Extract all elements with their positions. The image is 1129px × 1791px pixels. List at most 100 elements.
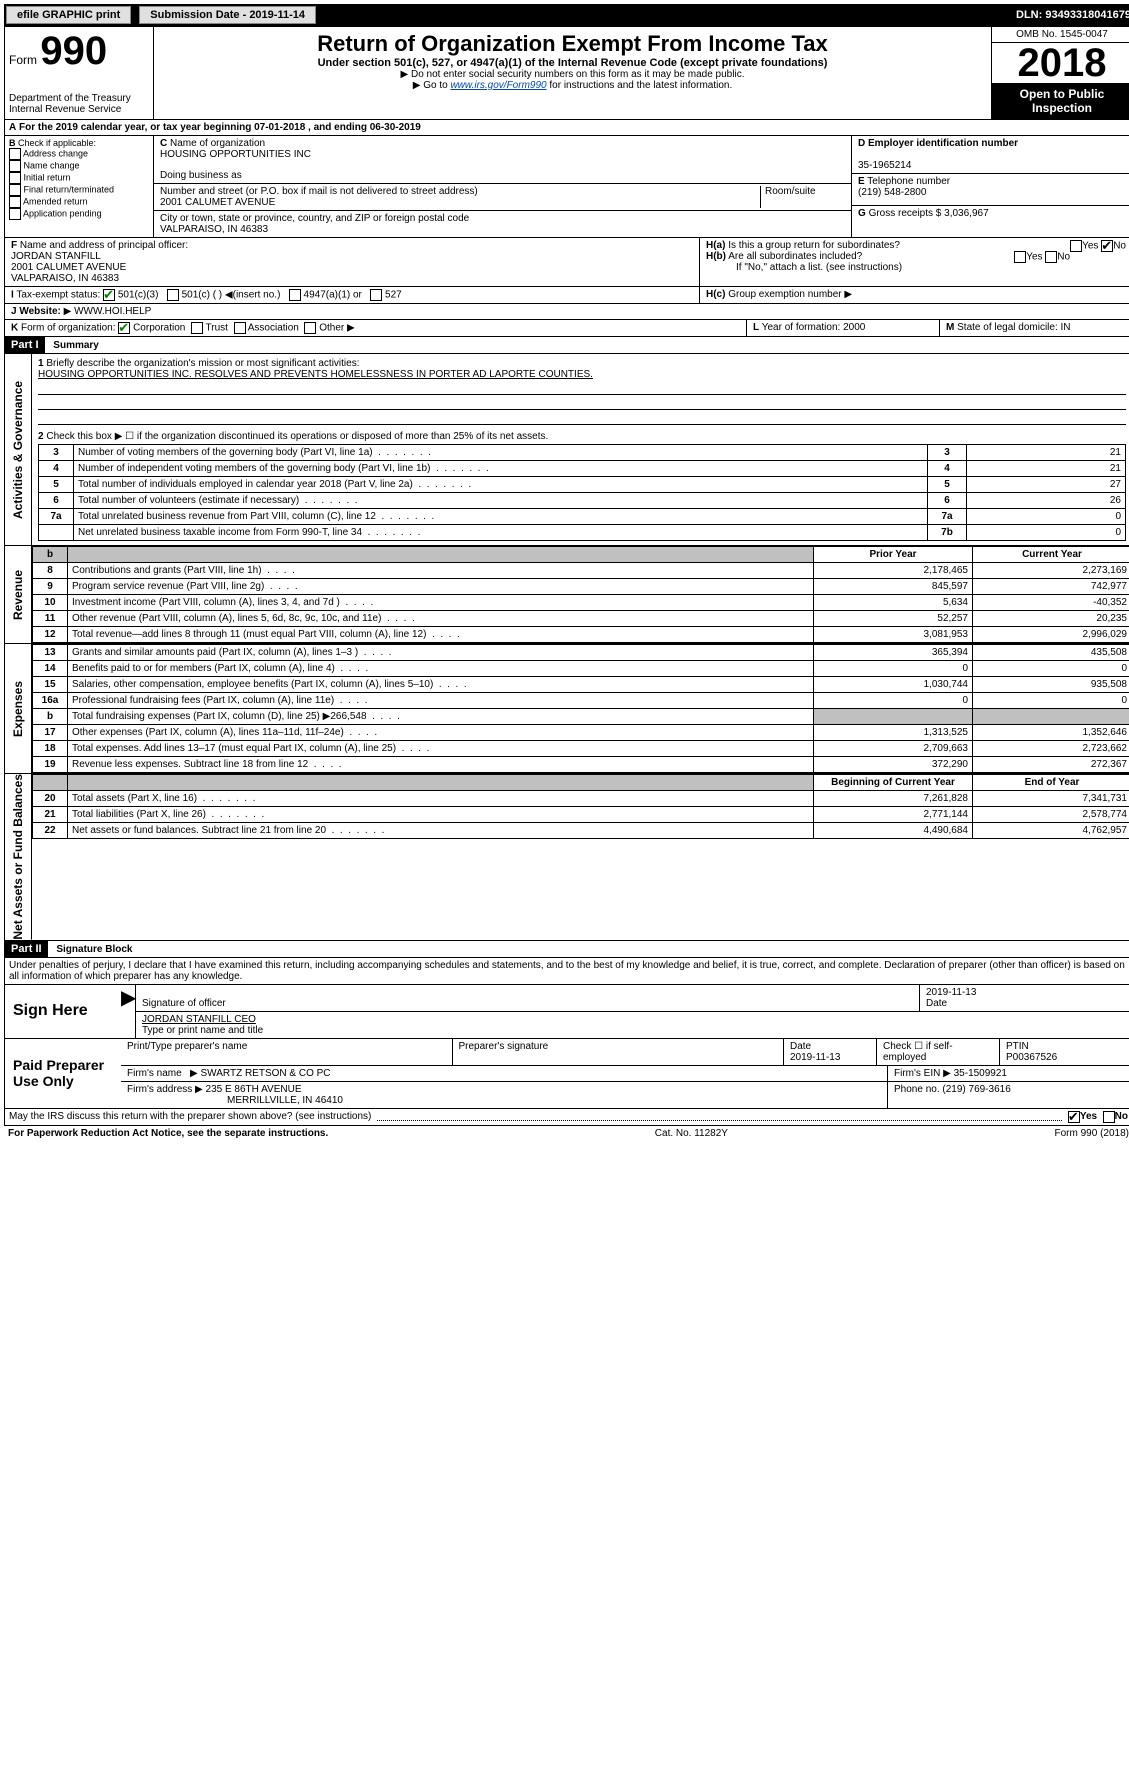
submission-button[interactable]: Submission Date - 2019-11-14 <box>139 6 316 24</box>
website-row: J Website: ▶ WWW.HOI.HELP <box>4 304 1129 320</box>
website-value[interactable]: WWW.HOI.HELP <box>74 306 151 317</box>
box-c: C Name of organization HOUSING OPPORTUNI… <box>154 136 851 237</box>
sig-date: 2019-11-13 <box>926 987 976 998</box>
ha-yes-checkbox[interactable] <box>1070 240 1082 252</box>
org-address: 2001 CALUMET AVENUE <box>160 197 275 208</box>
table-row: 6Total number of volunteers (estimate if… <box>39 493 1126 509</box>
dln-label: DLN: 93493318041679 <box>1016 9 1129 21</box>
corp-checkbox[interactable] <box>118 322 130 334</box>
state-domicile: IN <box>1061 322 1071 333</box>
name-change-checkbox[interactable] <box>9 160 21 172</box>
entity-block: B Check if applicable: Address change Na… <box>4 136 1129 238</box>
side-revenue: Revenue <box>5 546 32 643</box>
app-pending-checkbox[interactable] <box>9 208 21 220</box>
paid-preparer-label: Paid Preparer Use Only <box>5 1039 121 1108</box>
table-row: 5Total number of individuals employed in… <box>39 477 1126 493</box>
table-row: 16aProfessional fundraising fees (Part I… <box>33 693 1129 709</box>
sign-here-label: Sign Here <box>5 985 121 1038</box>
governance-section: Activities & Governance 1 Briefly descri… <box>4 354 1129 546</box>
form-org-row: K Form of organization: Corporation Trus… <box>4 320 1129 337</box>
side-net-assets: Net Assets or Fund Balances <box>5 774 32 940</box>
table-row: 18Total expenses. Add lines 13–17 (must … <box>33 741 1129 757</box>
instructions-link[interactable]: www.irs.gov/Form990 <box>450 80 546 91</box>
org-name: HOUSING OPPORTUNITIES INC <box>160 149 311 160</box>
declaration-text: Under penalties of perjury, I declare th… <box>4 958 1129 985</box>
527-checkbox[interactable] <box>370 289 382 301</box>
officer-group-row: F Name and address of principal officer:… <box>4 238 1129 287</box>
table-row: 4Number of independent voting members of… <box>39 461 1126 477</box>
side-governance: Activities & Governance <box>5 354 32 545</box>
mission-text: HOUSING OPPORTUNITIES INC. RESOLVES AND … <box>38 369 1126 380</box>
firm-address-2: MERRILLVILLE, IN 46410 <box>227 1095 343 1106</box>
table-row: 9Program service revenue (Part VIII, lin… <box>33 579 1129 595</box>
hb-no-checkbox[interactable] <box>1045 251 1057 263</box>
4947-checkbox[interactable] <box>289 289 301 301</box>
form-title: Return of Organization Exempt From Incom… <box>160 31 985 57</box>
table-row: 19Revenue less expenses. Subtract line 1… <box>33 757 1129 773</box>
hb-yes-checkbox[interactable] <box>1014 251 1026 263</box>
part-2-title: Signature Block <box>50 942 138 957</box>
tax-exempt-row: I Tax-exempt status: 501(c)(3) 501(c) ( … <box>4 287 1129 304</box>
efile-button[interactable]: efile GRAPHIC print <box>6 6 131 24</box>
assoc-checkbox[interactable] <box>234 322 246 334</box>
discuss-no-checkbox[interactable] <box>1103 1111 1115 1123</box>
table-row: bTotal fundraising expenses (Part IX, co… <box>33 709 1129 725</box>
dept-label: Department of the Treasury Internal Reve… <box>9 93 149 115</box>
ptin-value: P00367526 <box>1006 1052 1057 1063</box>
table-row: 22Net assets or fund balances. Subtract … <box>33 823 1129 839</box>
table-row: 12Total revenue—add lines 8 through 11 (… <box>33 627 1129 643</box>
ein-value: 35-1965214 <box>858 160 911 171</box>
firm-address-1: 235 E 86TH AVENUE <box>206 1084 302 1095</box>
firm-ein: 35-1509921 <box>954 1068 1007 1079</box>
form-subtitle-1: Under section 501(c), 527, or 4947(a)(1)… <box>160 57 985 69</box>
section-a: A For the 2019 calendar year, or tax yea… <box>4 120 1129 136</box>
trust-checkbox[interactable] <box>191 322 203 334</box>
form-number: Form 990 <box>9 31 149 71</box>
501c-checkbox[interactable] <box>167 289 179 301</box>
other-checkbox[interactable] <box>304 322 316 334</box>
address-change-checkbox[interactable] <box>9 148 21 160</box>
officer-name: JORDAN STANFILL <box>11 251 101 262</box>
table-row: 11Other revenue (Part VIII, column (A), … <box>33 611 1129 627</box>
501c3-checkbox[interactable] <box>103 289 115 301</box>
table-row: 8Contributions and grants (Part VIII, li… <box>33 563 1129 579</box>
discuss-yes-checkbox[interactable] <box>1068 1111 1080 1123</box>
net-assets-section: Net Assets or Fund Balances Beginning of… <box>4 774 1129 941</box>
prep-date: 2019-11-13 <box>790 1052 840 1063</box>
part-2-header: Part II <box>5 941 48 957</box>
table-row: 14Benefits paid to or for members (Part … <box>33 661 1129 677</box>
final-return-checkbox[interactable] <box>9 184 21 196</box>
firm-phone: (219) 769-3616 <box>942 1084 1010 1095</box>
form-subtitle-3: ▶ Go to www.irs.gov/Form990 for instruct… <box>160 80 985 91</box>
org-city: VALPARAISO, IN 46383 <box>160 224 268 235</box>
table-row: 7aTotal unrelated business revenue from … <box>39 509 1126 525</box>
signature-block: Sign Here ▶ Signature of officer 2019-11… <box>4 985 1129 1109</box>
form-header: Form 990 Department of the Treasury Inte… <box>4 26 1129 120</box>
gross-receipts: 3,036,967 <box>944 208 989 219</box>
table-row: 13Grants and similar amounts paid (Part … <box>33 645 1129 661</box>
part-1-title: Summary <box>47 338 105 353</box>
discuss-row: May the IRS discuss this return with the… <box>4 1109 1129 1126</box>
table-row: 21Total liabilities (Part X, line 26) . … <box>33 807 1129 823</box>
form-subtitle-2: ▶ Do not enter social security numbers o… <box>160 69 985 80</box>
table-row: Net unrelated business taxable income fr… <box>39 525 1126 541</box>
part-2-header-row: Part II Signature Block <box>4 941 1129 958</box>
tax-year: 2018 <box>992 43 1129 83</box>
phone-value: (219) 548-2800 <box>858 187 926 198</box>
table-row: 10Investment income (Part VIII, column (… <box>33 595 1129 611</box>
officer-printed-name: JORDAN STANFILL CEO <box>142 1014 256 1025</box>
table-row: 3Number of voting members of the governi… <box>39 445 1126 461</box>
year-formation: 2000 <box>843 322 865 333</box>
amended-return-checkbox[interactable] <box>9 196 21 208</box>
top-bar: efile GRAPHIC print Submission Date - 20… <box>4 4 1129 26</box>
table-row: 17Other expenses (Part IX, column (A), l… <box>33 725 1129 741</box>
firm-name: SWARTZ RETSON & CO PC <box>201 1068 331 1079</box>
box-b: B Check if applicable: Address change Na… <box>5 136 154 237</box>
part-1-header: Part I <box>5 337 45 353</box>
ha-no-checkbox[interactable] <box>1101 240 1113 252</box>
page-footer: For Paperwork Reduction Act Notice, see … <box>4 1126 1129 1141</box>
part-1-header-row: Part I Summary <box>4 337 1129 354</box>
table-row: 15Salaries, other compensation, employee… <box>33 677 1129 693</box>
side-expenses: Expenses <box>5 644 32 773</box>
initial-return-checkbox[interactable] <box>9 172 21 184</box>
